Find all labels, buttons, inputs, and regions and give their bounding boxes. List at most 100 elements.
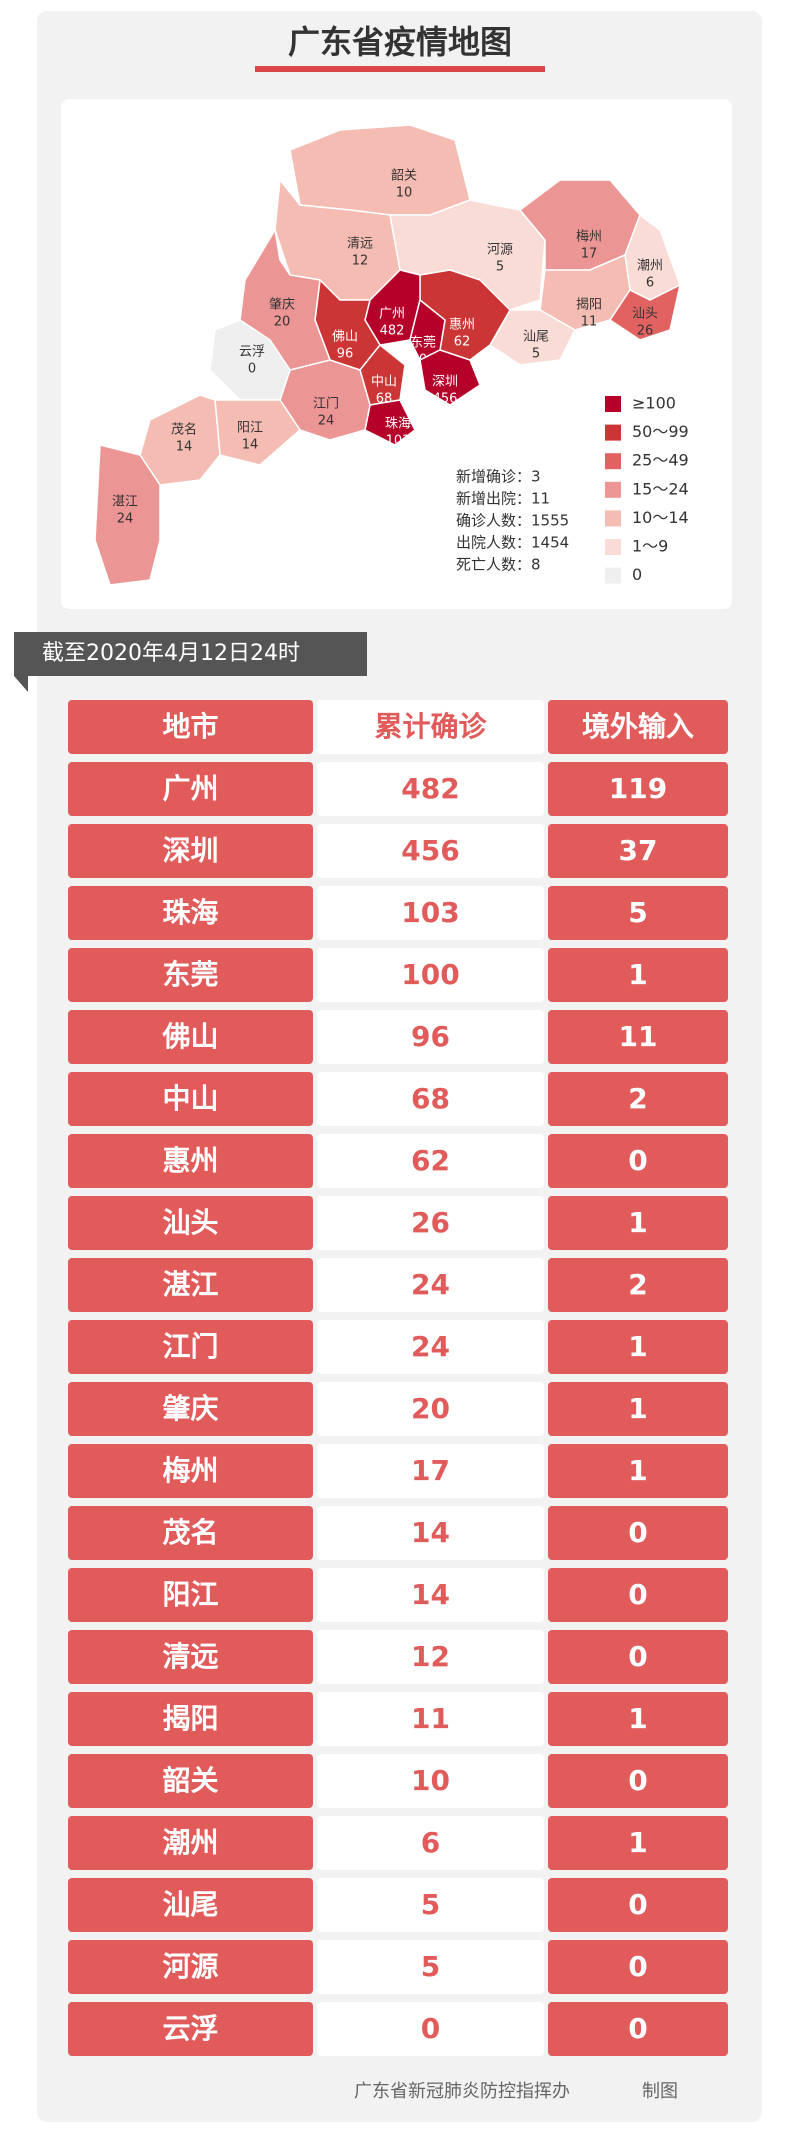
table-cell [548, 1196, 728, 1250]
table-cell [68, 1568, 313, 1622]
legend-swatch [605, 539, 621, 555]
stat-line: 死亡人数：8 [456, 556, 541, 574]
table-cell [548, 1940, 728, 1994]
region-value: 20 [274, 315, 291, 330]
region-value: 5 [532, 347, 540, 362]
table-cell [68, 762, 313, 816]
cell-text: 河源 [162, 1950, 218, 1983]
table-cell [548, 1382, 728, 1436]
region-value: 14 [176, 440, 193, 455]
cell-text: 潮州 [162, 1826, 218, 1859]
cell-text: 68 [411, 1082, 450, 1115]
date-banner [14, 632, 367, 692]
table-cell [68, 1258, 313, 1312]
region-value: 24 [318, 414, 335, 429]
table-cell [317, 824, 544, 878]
cell-text: 1 [628, 1392, 647, 1425]
region-value: 24 [117, 512, 134, 527]
stat-line: 出院人数：1454 [456, 534, 569, 552]
cell-text: 0 [628, 1764, 647, 1797]
cell-text: 珠海 [162, 896, 218, 929]
cell-text: 96 [411, 1020, 450, 1053]
table-cell [317, 1692, 544, 1746]
table-cell [317, 1320, 544, 1374]
cell-text: 广州 [162, 772, 218, 805]
cell-text: 12 [411, 1640, 450, 1673]
column-header: 地市 [162, 710, 218, 743]
table-cell [317, 1010, 544, 1064]
cell-text: 14 [411, 1516, 450, 1549]
cell-text: 2 [628, 1268, 647, 1301]
cell-text: 1 [628, 1206, 647, 1239]
region-name: 茂名 [171, 422, 197, 438]
region-name: 汕尾 [523, 330, 549, 345]
legend-label: 10～14 [632, 508, 689, 527]
table-cell [317, 1878, 544, 1932]
table-cell [548, 1320, 728, 1374]
table-cell [317, 1382, 544, 1436]
stat-line: 新增确诊：3 [456, 468, 541, 486]
table-cell [548, 1816, 728, 1870]
region-value: 5 [496, 260, 504, 275]
cell-text: 10 [411, 1764, 450, 1797]
region-value: 10 [396, 186, 413, 201]
legend-label: 25～49 [632, 451, 689, 470]
legend-swatch [605, 396, 621, 412]
region-value: 26 [637, 324, 654, 339]
table-cell [68, 1506, 313, 1560]
table-cell [68, 1630, 313, 1684]
cell-text: 1 [628, 1702, 647, 1735]
legend-label: 50～99 [632, 422, 689, 441]
table-cell [68, 1382, 313, 1436]
stat-line: 确诊人数：1555 [456, 512, 569, 530]
cell-text: 0 [628, 1516, 647, 1549]
table-cell [317, 1444, 544, 1498]
region-name: 广州 [379, 307, 405, 322]
table-cell [548, 2002, 728, 2056]
cell-text: 14 [411, 1578, 450, 1611]
table-cell [68, 886, 313, 940]
cell-text: 云浮 [162, 2012, 218, 2045]
cell-text: 2 [628, 1082, 647, 1115]
cell-text: 37 [619, 834, 658, 867]
region-name: 阳江 [237, 421, 263, 436]
cell-text: 11 [411, 1702, 450, 1735]
cell-text: 119 [609, 772, 667, 805]
legend-swatch [605, 424, 621, 441]
region-name: 中山 [371, 375, 397, 390]
cell-text: 1 [628, 1826, 647, 1859]
cell-text: 6 [421, 1826, 440, 1859]
map-region [94, 444, 161, 586]
region-name: 潮州 [637, 259, 663, 274]
region-value: 6 [646, 276, 654, 291]
cell-text: 0 [628, 1578, 647, 1611]
cell-text: 0 [628, 1888, 647, 1921]
legend-label: 1～9 [632, 537, 668, 556]
table-cell [317, 1258, 544, 1312]
region-value: 12 [352, 254, 369, 269]
region-name: 清远 [347, 237, 373, 252]
cell-text: 17 [411, 1454, 450, 1487]
table-cell [68, 2002, 313, 2056]
table-cell [548, 1134, 728, 1188]
page-title: 广东省疫情地图 [288, 23, 512, 61]
table-cell [68, 1878, 313, 1932]
footer-org: 广东省新冠肺炎防控指挥办 [354, 2081, 570, 2102]
table-cell [317, 1196, 544, 1250]
table-cell [68, 1692, 313, 1746]
legend-swatch [605, 510, 621, 527]
region-value: 103 [386, 434, 411, 449]
header-cell [548, 700, 728, 754]
cell-text: 阳江 [162, 1578, 218, 1611]
cell-text: 1 [628, 958, 647, 991]
table-cell [548, 948, 728, 1002]
table-cell [317, 1754, 544, 1808]
table-cell [317, 2002, 544, 2056]
map-legend: ≥100 50～99 25～49 15～24 10～14 1～9 0 [605, 394, 689, 584]
cell-text: 惠州 [162, 1144, 218, 1177]
table-cell [317, 762, 544, 816]
table-cell [68, 1754, 313, 1808]
table-cell [317, 1506, 544, 1560]
table-cell [548, 1258, 728, 1312]
cell-text: 韶关 [162, 1764, 218, 1797]
